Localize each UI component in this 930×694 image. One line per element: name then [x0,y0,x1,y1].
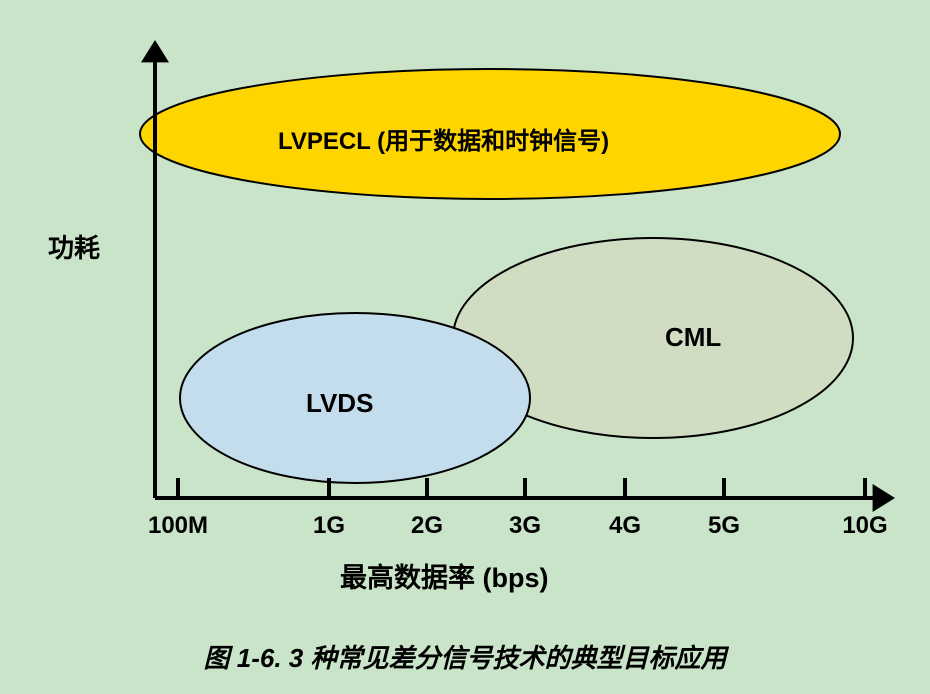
y-axis-label: 功耗 [48,228,100,265]
x-axis-arrow [873,484,895,512]
x-tick-label: 2G [387,512,467,540]
lvpecl-label: LVPECL (用于数据和时钟信号) [278,121,609,156]
x-tick-label: 100M [138,512,218,540]
lvds-label: LVDS [306,388,373,419]
figure-caption: 图 1-6. 3 种常见差分信号技术的典型目标应用 [0,638,930,675]
x-axis-label: 最高数据率 (bps) [340,556,549,595]
x-tick-label: 3G [485,512,565,540]
y-axis-arrow [141,40,169,62]
x-tick-label: 10G [825,512,905,540]
x-tick-label: 1G [289,512,369,540]
differential-signaling-chart: 功耗 100M 1G 2G 3G 4G 5G 10G 最高数据率 (bps) LVPECL … [0,0,930,689]
x-tick-label: 4G [585,512,665,540]
cml-label: CML [665,322,721,353]
x-tick-label: 5G [684,512,764,540]
